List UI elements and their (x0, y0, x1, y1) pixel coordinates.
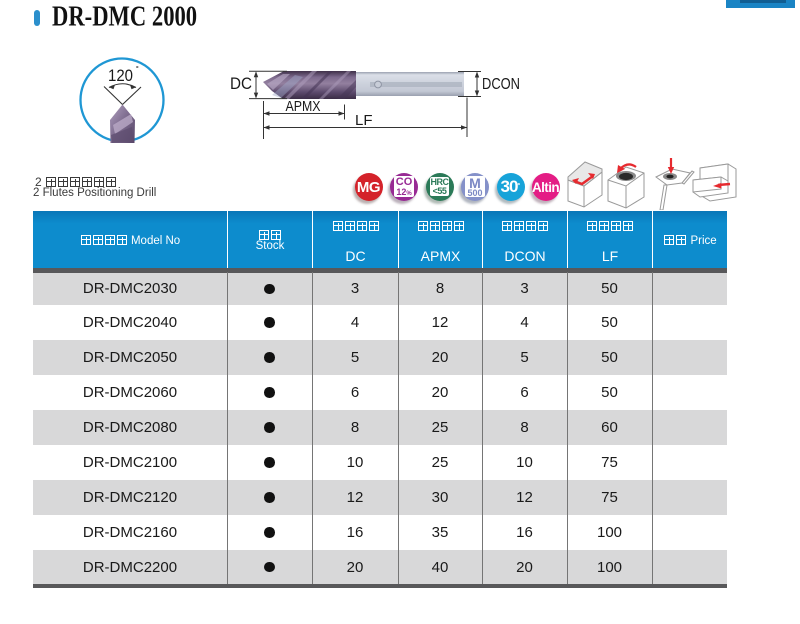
svg-text:DC: DC (230, 74, 252, 93)
svg-text:˚: ˚ (136, 66, 139, 76)
svg-text:120: 120 (108, 66, 133, 85)
svg-text:DCON: DCON (482, 76, 520, 93)
svg-text:APMX: APMX (286, 99, 321, 115)
svg-text:LF: LF (355, 112, 373, 129)
